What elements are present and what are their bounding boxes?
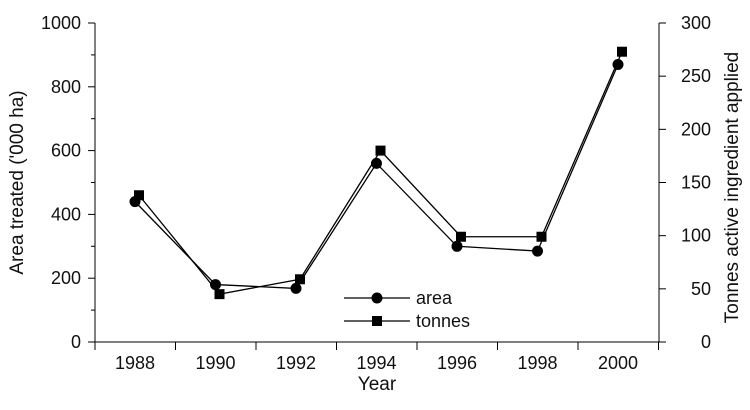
series-area-point xyxy=(532,245,543,257)
series-area-point xyxy=(210,279,221,291)
y-right-tick-label: 150 xyxy=(681,173,711,193)
x-tick-label: 1988 xyxy=(115,353,155,373)
series-tonnes-point xyxy=(456,231,466,242)
y-axis-left-title: Area treated ('000 ha) xyxy=(7,90,28,274)
x-tick-label: 1998 xyxy=(517,353,557,373)
series-area-line xyxy=(134,64,619,290)
y-right-tick-label: 0 xyxy=(701,332,711,352)
legend-marker-tonnes xyxy=(372,316,382,326)
x-axis: 1988 1990 1992 1994 1996 1998 2000 xyxy=(94,342,659,373)
legend-label-area: area xyxy=(416,288,453,308)
series-tonnes-point xyxy=(214,289,225,300)
y-axis-right-title: Tonnes active ingredient applied xyxy=(722,52,743,323)
x-tick-label: 2000 xyxy=(598,353,638,373)
y-left-tick-label: 200 xyxy=(51,268,81,288)
x-tick-label: 1990 xyxy=(195,353,235,373)
series-area xyxy=(129,58,624,294)
series-tonnes-point xyxy=(134,190,144,201)
x-tick-label: 1996 xyxy=(437,353,477,373)
y-left-tick-label: 0 xyxy=(71,332,81,352)
series-area-point xyxy=(290,282,302,294)
y-axis-right: 0 50 100 150 200 250 300 xyxy=(659,13,711,352)
series-tonnes-point xyxy=(617,46,627,57)
y-right-tick-label: 200 xyxy=(681,119,711,139)
y-left-tick-label: 800 xyxy=(51,77,81,97)
series-tonnes-point xyxy=(295,274,305,285)
y-right-tick-label: 100 xyxy=(681,226,711,246)
x-tick-label: 1994 xyxy=(356,353,396,373)
y-right-tick-label: 300 xyxy=(681,13,711,33)
y-right-tick-label: 50 xyxy=(691,279,711,299)
legend: area tonnes xyxy=(344,288,470,331)
y-left-tick-label: 600 xyxy=(51,141,81,161)
y-right-tick-label: 250 xyxy=(681,66,711,86)
x-axis-title: Year xyxy=(358,374,397,395)
series-tonnes-point xyxy=(375,145,386,156)
y-axis-left: 0 200 400 600 800 1000 xyxy=(41,13,95,352)
legend-marker-area xyxy=(371,292,383,304)
series-tonnes-line xyxy=(138,51,623,295)
series-tonnes-point xyxy=(536,231,547,242)
y-left-tick-label: 400 xyxy=(51,204,81,224)
x-tick-label: 1992 xyxy=(276,353,316,373)
series-tonnes xyxy=(134,46,627,300)
y-left-tick-label: 1000 xyxy=(41,13,81,33)
series-area-point xyxy=(451,240,463,252)
legend-label-tonnes: tonnes xyxy=(416,311,470,331)
